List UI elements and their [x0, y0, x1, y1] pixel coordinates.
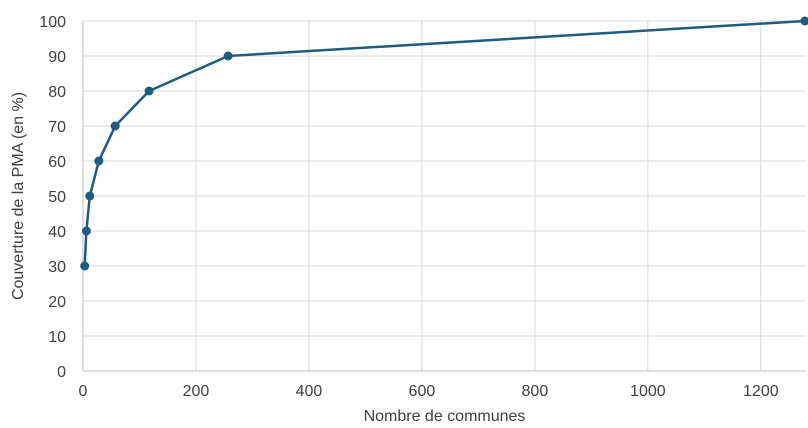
x-tick-label: 1200 [743, 383, 779, 400]
y-tick-label: 70 [48, 119, 66, 136]
y-tick-label: 100 [39, 14, 66, 31]
x-tick-label: 400 [296, 383, 323, 400]
y-tick-label: 80 [48, 84, 66, 101]
data-point [110, 121, 120, 131]
x-tick-label: 200 [183, 383, 210, 400]
x-tick-label: 1000 [630, 383, 666, 400]
x-tick-label: 0 [79, 383, 88, 400]
data-point [800, 16, 808, 26]
y-tick-label: 50 [48, 189, 66, 206]
y-tick-label: 20 [48, 294, 66, 311]
data-point [94, 156, 104, 166]
y-tick-label: 90 [48, 49, 66, 66]
data-point [144, 86, 154, 96]
axes [82, 21, 806, 372]
y-axis-ticks: 0 10 20 30 40 50 60 70 80 90 100 [39, 14, 66, 381]
y-tick-label: 60 [48, 154, 66, 171]
data-point [81, 226, 91, 236]
x-tick-label: 600 [409, 383, 436, 400]
data-point [80, 261, 90, 271]
y-tick-label: 40 [48, 224, 66, 241]
grid [83, 20, 806, 371]
y-tick-label: 10 [48, 329, 66, 346]
y-tick-label: 0 [57, 364, 66, 381]
data-point [85, 191, 95, 201]
x-axis-ticks: 0 200 400 600 800 1000 1200 [79, 383, 779, 400]
series-group [80, 16, 808, 271]
series-line [83, 19, 805, 267]
x-tick-label: 800 [522, 383, 549, 400]
data-point [223, 51, 233, 61]
y-tick-label: 30 [48, 259, 66, 276]
x-axis-title: Nombre de communes [364, 408, 526, 425]
y-axis-title: Couverture de la PMA (en %) [10, 92, 27, 300]
